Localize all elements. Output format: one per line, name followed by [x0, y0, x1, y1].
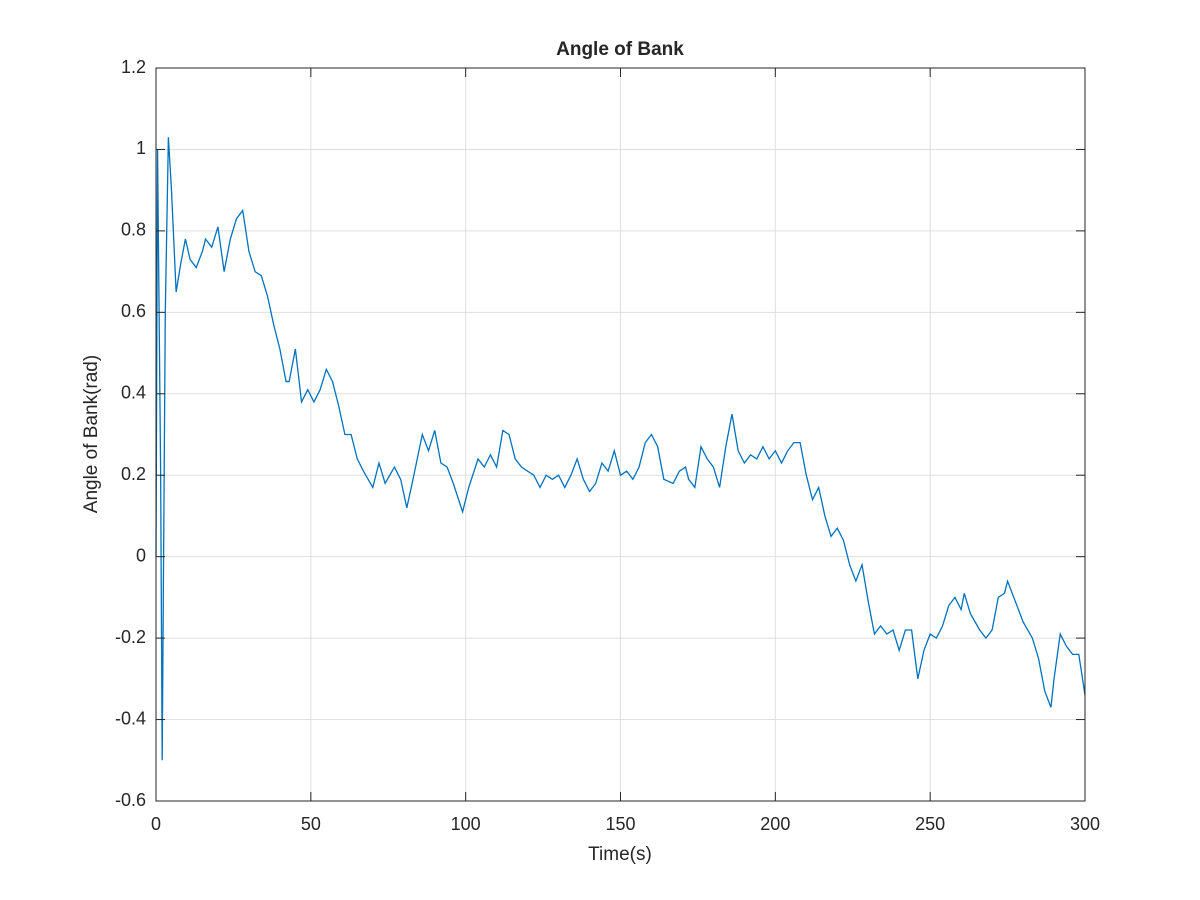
plot-area [155, 137, 1086, 761]
y-tick-label: 1.2 [121, 57, 146, 77]
x-tick-label: 0 [151, 814, 161, 834]
x-axis-label: Time(s) [588, 844, 652, 865]
y-tick-label: 0.4 [121, 383, 146, 403]
x-tick-label: 300 [1070, 814, 1100, 834]
y-tick-label: 0 [136, 545, 146, 565]
x-tick-label: 50 [301, 814, 321, 834]
x-tick-label: 250 [915, 814, 945, 834]
x-tick-label: 100 [451, 814, 481, 834]
y-tick-label: 0.8 [121, 220, 146, 240]
y-tick-label: 1 [136, 138, 146, 158]
x-tick-label: 150 [605, 814, 635, 834]
y-tick-label: -0.2 [115, 627, 146, 647]
x-tick-label: 200 [760, 814, 790, 834]
chart-title: Angle of Bank [556, 39, 684, 60]
y-tick-label: 0.2 [121, 464, 146, 484]
data-line [155, 137, 1086, 761]
y-axis-label: Angle of Bank(rad) [81, 355, 102, 513]
y-tick-label: 0.6 [121, 301, 146, 321]
y-tick-label: -0.6 [115, 790, 146, 810]
y-tick-label: -0.4 [115, 708, 146, 728]
ticks: -0.6 -0.4 -0.2 0 0.2 0.4 0.6 0.8 1 1.2 0 50 100 150 20… [115, 57, 1100, 834]
